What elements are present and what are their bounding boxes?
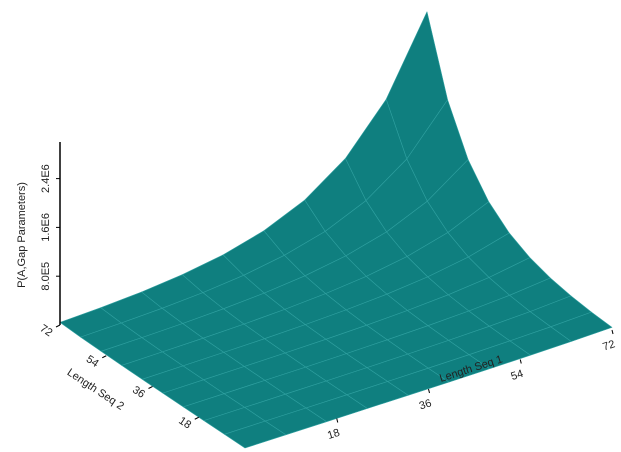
x-tick — [428, 388, 430, 394]
y-tick — [194, 416, 199, 420]
x-tick-label: 54 — [510, 368, 525, 383]
z-tick-label: 8.0E5 — [40, 262, 52, 291]
y-axis-title: Length Seq 2 — [65, 367, 126, 413]
z-tick-label: 1.6E6 — [40, 213, 52, 242]
y-tick-label: 36 — [130, 384, 147, 401]
y-tick-label: 18 — [176, 415, 193, 432]
x-tick-label: 72 — [601, 338, 616, 353]
y-tick — [55, 324, 61, 328]
y-tick-label: 72 — [38, 323, 55, 340]
z-axis-title: P(A,Gap Parameters) — [16, 182, 28, 288]
x-tick-label: 36 — [418, 397, 433, 412]
x-tick — [519, 359, 522, 364]
x-tick — [611, 329, 614, 335]
x-tick — [336, 418, 339, 423]
y-tick — [148, 386, 153, 389]
x-tick-label: 18 — [326, 427, 341, 442]
y-tick-label: 54 — [84, 353, 101, 370]
y-tick — [102, 355, 107, 359]
surface-patch — [224, 420, 287, 449]
z-tick-label: 2.4E6 — [40, 164, 52, 193]
